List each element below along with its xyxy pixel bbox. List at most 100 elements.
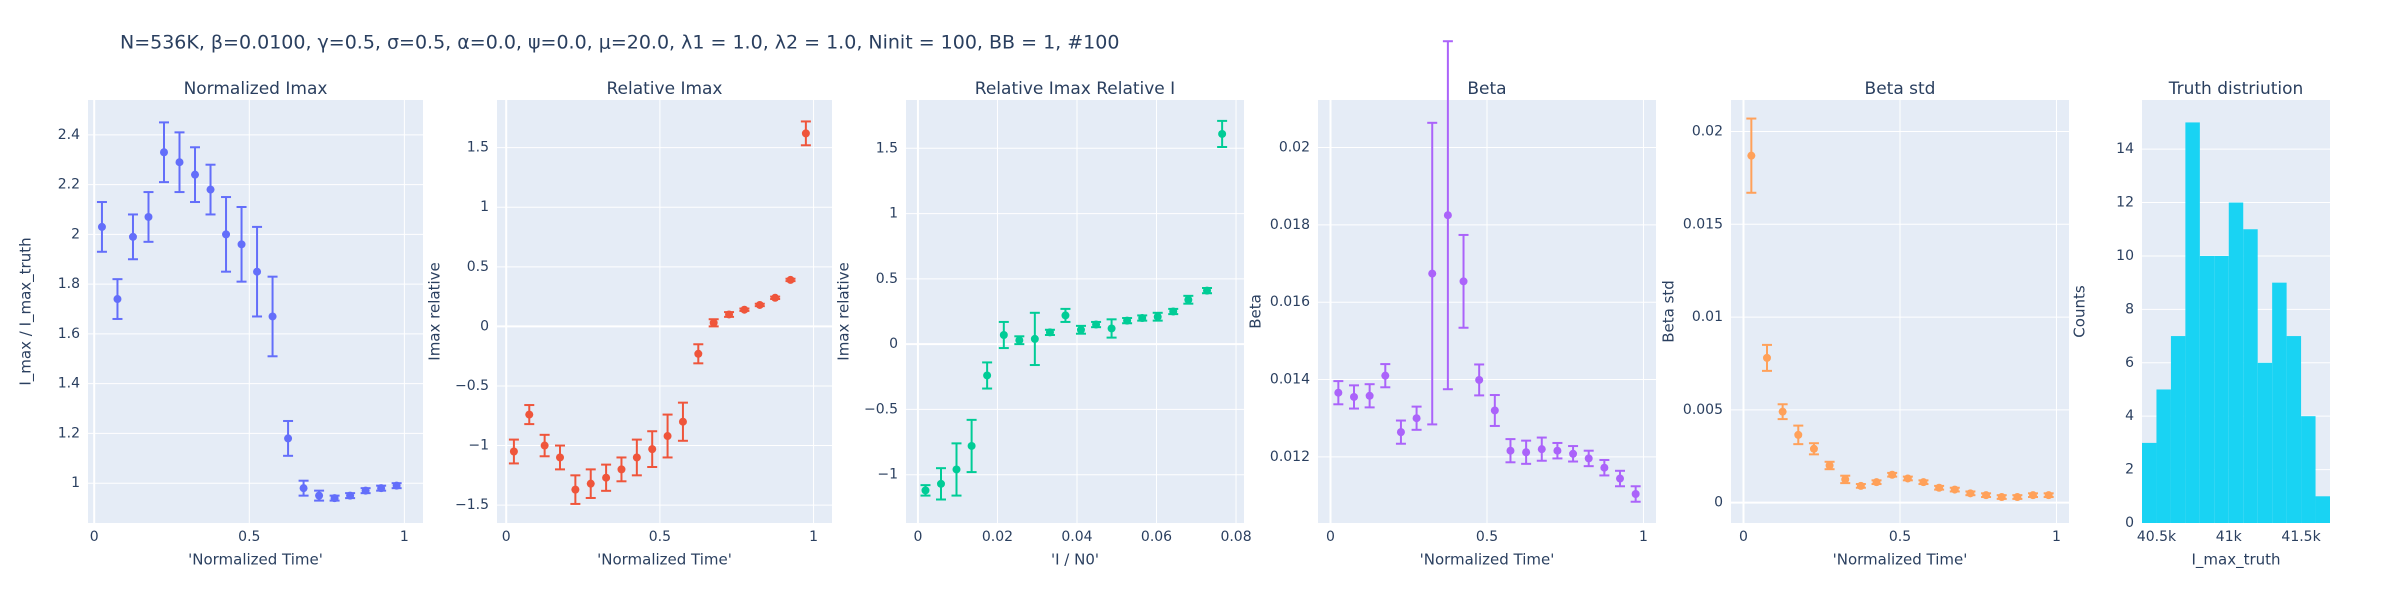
point: [268, 312, 277, 321]
point: [1506, 446, 1515, 455]
y-tick-label: 2.2: [58, 177, 80, 193]
point: [694, 349, 703, 358]
point: [967, 441, 976, 450]
y-tick-label: 12: [2116, 195, 2134, 211]
point: [1537, 445, 1546, 454]
x-tick-label: 40.5k: [2137, 529, 2177, 545]
x-axis-title: 'Normalized Time': [1833, 551, 1968, 569]
y-tick-label: 2: [71, 226, 80, 242]
plot-area: [906, 100, 1244, 523]
point: [755, 300, 764, 309]
point: [1935, 483, 1944, 492]
y-tick-label: 0.015: [1683, 216, 1723, 232]
point: [128, 232, 137, 241]
point: [1184, 295, 1193, 304]
y-tick-label: 0.012: [1270, 449, 1310, 465]
point: [377, 484, 386, 493]
y-tick-label: 10: [2116, 248, 2134, 264]
point: [1600, 463, 1609, 472]
point: [1522, 448, 1531, 457]
point: [1138, 314, 1147, 323]
point: [740, 305, 749, 314]
point: [663, 432, 672, 441]
point: [709, 318, 718, 327]
point: [2044, 491, 2053, 500]
point: [1888, 470, 1897, 479]
point: [983, 371, 992, 380]
y-tick-label: 1: [889, 206, 898, 222]
point: [786, 275, 795, 284]
histogram-bar: [2286, 336, 2302, 523]
y-tick-label: 8: [2125, 301, 2134, 317]
x-axis-title: I_max_truth: [2191, 551, 2280, 570]
x-tick-label: 1: [809, 529, 818, 545]
y-axis-title: Imax relative: [426, 262, 444, 360]
point: [1856, 481, 1865, 490]
point: [1553, 446, 1562, 455]
point: [175, 158, 184, 167]
point: [1475, 375, 1484, 384]
y-tick-label: 1.2: [58, 425, 80, 441]
y-tick-label: −0.5: [864, 401, 898, 417]
point: [1218, 129, 1227, 138]
point: [284, 434, 293, 443]
y-tick-label: 4: [2125, 408, 2134, 424]
y-tick-label: 0: [1714, 495, 1723, 511]
point: [540, 441, 549, 450]
point: [113, 295, 122, 304]
y-tick-label: 0.02: [1692, 124, 1723, 140]
x-axis-title: 'I / N0': [1051, 551, 1099, 569]
y-tick-label: 0.018: [1270, 217, 1310, 233]
histogram-bar: [2228, 202, 2244, 523]
point: [1169, 307, 1178, 316]
x-tick-label: 0.02: [982, 529, 1013, 545]
point: [602, 473, 611, 482]
point: [315, 491, 324, 500]
point: [206, 185, 215, 194]
point: [556, 453, 565, 462]
x-tick-label: 0.08: [1220, 529, 1251, 545]
point: [771, 293, 780, 302]
y-tick-label: 1: [71, 475, 80, 491]
y-tick-label: 1.5: [467, 140, 489, 156]
histogram-bar: [2185, 122, 2200, 523]
point: [1794, 430, 1803, 439]
point: [1616, 474, 1625, 483]
x-axis-title: 'Normalized Time': [1420, 551, 1555, 569]
y-tick-label: 1.8: [58, 276, 80, 292]
point: [346, 491, 355, 500]
y-axis-title: Imax relative: [835, 262, 853, 360]
subplot: 0.012 0.014 0.016 0.018 0.02 0 0.5 1 Beta 'Normal…: [1247, 40, 1656, 569]
histogram-bar: [2272, 282, 2287, 523]
point: [1903, 474, 1912, 483]
point: [678, 417, 687, 426]
y-tick-label: 14: [2116, 141, 2134, 157]
y-axis-title: Beta: [1247, 294, 1265, 329]
x-tick-label: 0.5: [238, 529, 260, 545]
x-axis-title: 'Normalized Time': [597, 551, 732, 569]
point: [1762, 353, 1771, 362]
y-tick-label: 0: [889, 336, 898, 352]
y-axis-title: I_max / I_max_truth: [17, 237, 36, 385]
y-tick-label: 1.5: [876, 140, 898, 156]
point: [571, 485, 580, 494]
point: [1030, 334, 1039, 343]
y-tick-label: 1.6: [58, 326, 80, 342]
y-tick-label: −1: [877, 467, 898, 483]
x-axis-title: 'Normalized Time': [188, 551, 323, 569]
point: [1919, 478, 1928, 487]
subplot: −1 −0.5 0 0.5 1 1.5 0 0.02 0.04 0.06 0.08 Relative …: [835, 79, 1252, 569]
subplot: −1.5 −1 −0.5 0 0.5 1 1.5 0 0.5 1 Relative Imax 'Nor…: [426, 79, 832, 569]
y-tick-label: 0.5: [876, 271, 898, 287]
point: [1982, 491, 1991, 500]
main-title: N=536K, β=0.0100, γ=0.5, σ=0.5, α=0.0, ψ…: [120, 32, 1119, 54]
point: [952, 465, 961, 474]
y-tick-label: 0.014: [1270, 372, 1310, 388]
point: [1428, 269, 1437, 278]
point: [191, 170, 200, 179]
point: [1396, 428, 1405, 437]
point: [725, 310, 734, 319]
point: [1092, 320, 1101, 329]
point: [1334, 388, 1343, 397]
